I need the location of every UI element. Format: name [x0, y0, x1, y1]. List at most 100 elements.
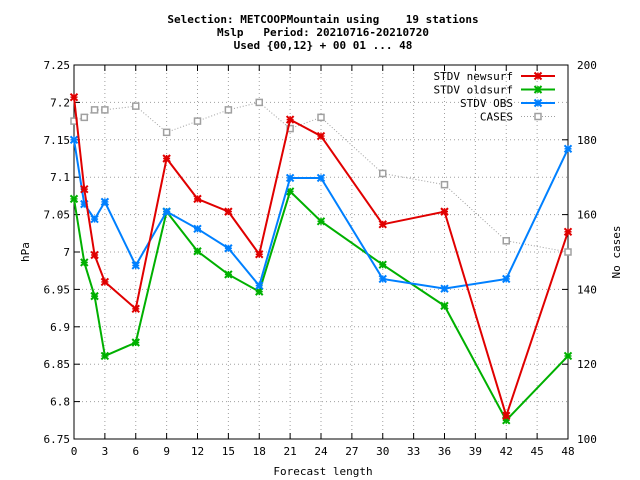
chart-title: Selection: METCOOPMountain using 19 stat…	[167, 13, 478, 52]
x-tick-label: 27	[345, 445, 358, 458]
x-axis-label: Forecast length	[273, 465, 372, 478]
series-stdv-newsurf	[69, 92, 573, 421]
data-point	[378, 220, 387, 229]
y-tick-label: 6.75	[44, 433, 71, 446]
legend-label: STDV OBS	[460, 97, 513, 110]
legend-label: STDV oldsurf	[434, 84, 513, 97]
data-point	[316, 173, 326, 183]
data-point	[378, 260, 387, 269]
data-point	[131, 304, 140, 314]
series-stdv-obs	[69, 135, 573, 293]
y2-tick-label: 140	[577, 283, 597, 296]
data-point	[224, 106, 233, 114]
data-point	[193, 117, 202, 125]
x-tick-label: 21	[284, 445, 297, 458]
x-tick-label: 39	[469, 445, 482, 458]
y-tick-label: 7.15	[44, 134, 71, 147]
x-tick-label: 24	[314, 445, 328, 458]
series-group	[69, 92, 573, 425]
y2-tick-label: 100	[577, 433, 597, 446]
data-point	[100, 277, 110, 287]
y-tick-label: 7.1	[50, 171, 70, 184]
y2-tick-label: 160	[577, 209, 597, 222]
x-axis: 0 3 6 9 12 15 18 21 24 27 30 33 36 39 42 45 48	[71, 65, 575, 458]
x-tick-label: 15	[222, 445, 235, 458]
series-cases	[70, 98, 572, 256]
data-point	[255, 281, 264, 290]
legend-marker	[533, 98, 543, 108]
legend-label: STDV newsurf	[434, 70, 513, 83]
y2-tick-label: 120	[577, 358, 597, 371]
data-point	[440, 284, 449, 293]
data-point	[502, 237, 510, 245]
data-point	[224, 270, 233, 279]
y-axis-label: hPa	[19, 242, 32, 262]
x-tick-label: 0	[71, 445, 78, 458]
data-point	[316, 131, 326, 141]
y-tick-label: 6.95	[44, 283, 71, 296]
y2-tick-label: 200	[577, 59, 597, 72]
title-line: Used {00,12} + 00 01 ... 48	[234, 39, 413, 52]
data-point	[131, 338, 140, 347]
data-point	[440, 207, 449, 216]
legend-marker	[533, 85, 543, 94]
data-point	[224, 207, 233, 216]
data-point	[69, 135, 79, 145]
data-point	[193, 247, 202, 256]
y-tick-label: 7	[63, 246, 70, 259]
data-point	[379, 169, 387, 178]
x-tick-label: 18	[253, 445, 266, 458]
data-point	[316, 217, 326, 226]
data-point	[285, 115, 295, 124]
data-point	[80, 113, 89, 122]
x-tick-label: 12	[191, 445, 204, 458]
data-point	[193, 194, 202, 204]
data-point	[502, 274, 511, 284]
x-tick-label: 36	[438, 445, 451, 458]
y2-axis: 100 120 140 160 180 200	[562, 59, 597, 446]
y-tick-label: 6.85	[44, 358, 71, 371]
y2-tick-label: 180	[577, 134, 597, 147]
x-tick-label: 3	[102, 445, 109, 458]
data-point	[100, 351, 110, 361]
data-point	[563, 144, 573, 153]
data-point	[317, 113, 325, 122]
title-line: Selection: METCOOPMountain using 19 stat…	[167, 13, 478, 26]
data-point	[131, 261, 140, 270]
x-tick-label: 48	[561, 445, 574, 458]
data-point	[563, 351, 573, 361]
data-point	[90, 106, 99, 114]
legend-marker	[533, 71, 543, 81]
data-point	[90, 250, 99, 260]
title-line: Mslp Period: 20210716-20210720	[217, 26, 429, 39]
y-tick-label: 6.9	[50, 321, 70, 334]
data-point	[69, 194, 79, 204]
data-point	[162, 207, 171, 216]
series-line	[73, 97, 569, 420]
data-point	[69, 92, 79, 102]
data-point	[80, 184, 89, 194]
y-tick-label: 7.2	[50, 96, 70, 109]
data-point	[255, 250, 264, 259]
series-line	[73, 139, 569, 290]
data-point	[502, 411, 511, 421]
x-tick-label: 9	[163, 445, 170, 458]
y-tick-label: 7.25	[44, 59, 71, 72]
data-point	[563, 227, 573, 237]
data-point	[564, 248, 572, 256]
y-tick-label: 6.8	[50, 396, 70, 409]
data-point	[285, 173, 295, 183]
data-point	[224, 244, 233, 253]
y-axis: 6.75 6.8 6.85 6.9 6.95 7 7.05 7.1 7.15 7.2 7.25	[44, 59, 80, 446]
legend-label: CASES	[480, 111, 513, 124]
data-point	[162, 128, 171, 137]
y2-axis-label: No cases	[610, 226, 623, 279]
data-point	[132, 102, 140, 110]
x-tick-label: 6	[132, 445, 139, 458]
x-tick-label: 45	[531, 445, 544, 458]
data-point	[162, 154, 171, 163]
data-point	[193, 224, 202, 234]
legend-marker	[534, 112, 542, 121]
